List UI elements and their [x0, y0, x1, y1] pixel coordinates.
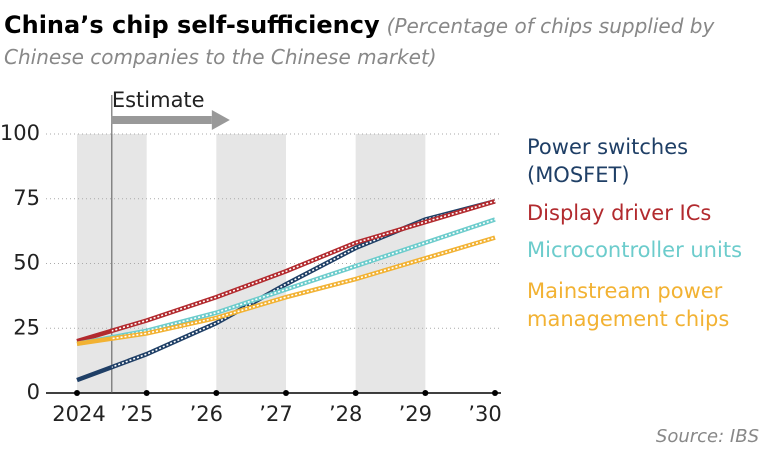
source: Source: IBS [655, 426, 759, 447]
x-tick [213, 390, 220, 396]
y-tick-label: 75 [13, 186, 40, 210]
x-tick-label: ’26 [190, 402, 223, 426]
x-tick [352, 390, 359, 396]
estimate-dots [111, 218, 496, 339]
header: China’s chip self-sufficiency (Percentag… [4, 10, 764, 73]
estimate-label: Estimate [112, 88, 205, 112]
x-tick [74, 390, 80, 396]
legend-entry: Mainstream power management chips [527, 279, 730, 331]
x-tick [492, 390, 498, 396]
chart-title: China’s chip self-sufficiency [4, 11, 380, 39]
x-tick-label: ’25 [120, 402, 153, 426]
y-tick-label: 25 [13, 315, 40, 339]
legend-entry: Microcontroller units [527, 238, 743, 262]
x-tick-label: ’29 [399, 402, 432, 426]
chart-subtitle: (Percentage of chips supplied by Chinese… [4, 14, 715, 69]
y-tick-label: 0 [27, 380, 40, 404]
estimate-dots [111, 200, 496, 368]
y-tick-label: 50 [13, 251, 40, 275]
legend-entry: Display driver ICs [527, 201, 712, 225]
x-tick [143, 390, 150, 396]
y-tick-label: 100 [0, 121, 40, 145]
series-line [76, 235, 496, 347]
x-tick-label: ’27 [259, 402, 292, 426]
estimate-arrow [111, 116, 212, 124]
x-tick [422, 390, 429, 396]
x-tick-label: ’28 [329, 402, 362, 426]
x-tick [283, 390, 289, 396]
x-tick-label: 2024 [52, 402, 105, 426]
x-tick-label: ’30 [468, 402, 501, 426]
legend-entry: Power switches (MOSFET) [527, 135, 689, 187]
estimate-dots [111, 200, 496, 332]
estimate-arrowhead [211, 110, 230, 130]
